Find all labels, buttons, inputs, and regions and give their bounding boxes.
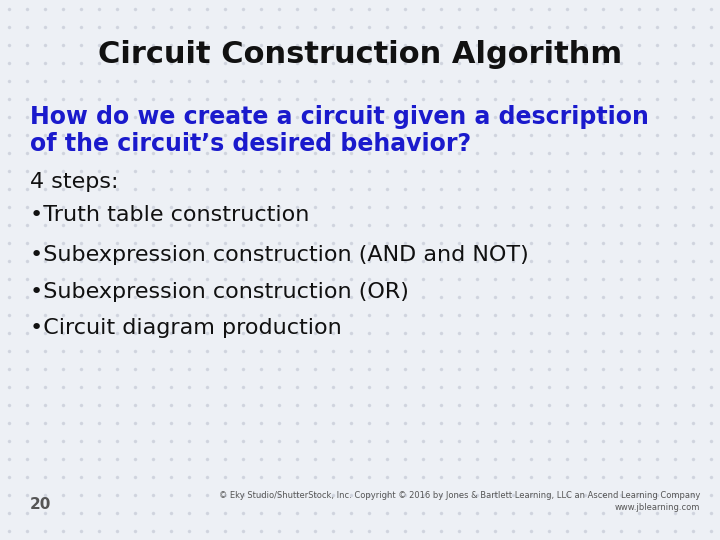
Text: •Subexpression construction (AND and NOT): •Subexpression construction (AND and NOT… <box>30 245 528 265</box>
Text: of the circuit’s desired behavior?: of the circuit’s desired behavior? <box>30 132 471 156</box>
Text: 4 steps:: 4 steps: <box>30 172 119 192</box>
Text: © Eky Studio/ShutterStock, Inc. Copyright © 2016 by Jones & Bartlett Learning, L: © Eky Studio/ShutterStock, Inc. Copyrigh… <box>219 490 700 512</box>
Text: •Truth table construction: •Truth table construction <box>30 205 310 225</box>
Text: How do we create a circuit given a description: How do we create a circuit given a descr… <box>30 105 649 129</box>
Text: •Subexpression construction (OR): •Subexpression construction (OR) <box>30 282 409 302</box>
Text: Circuit Construction Algorithm: Circuit Construction Algorithm <box>98 40 622 69</box>
Text: 20: 20 <box>30 497 51 512</box>
Text: •Circuit diagram production: •Circuit diagram production <box>30 318 342 338</box>
